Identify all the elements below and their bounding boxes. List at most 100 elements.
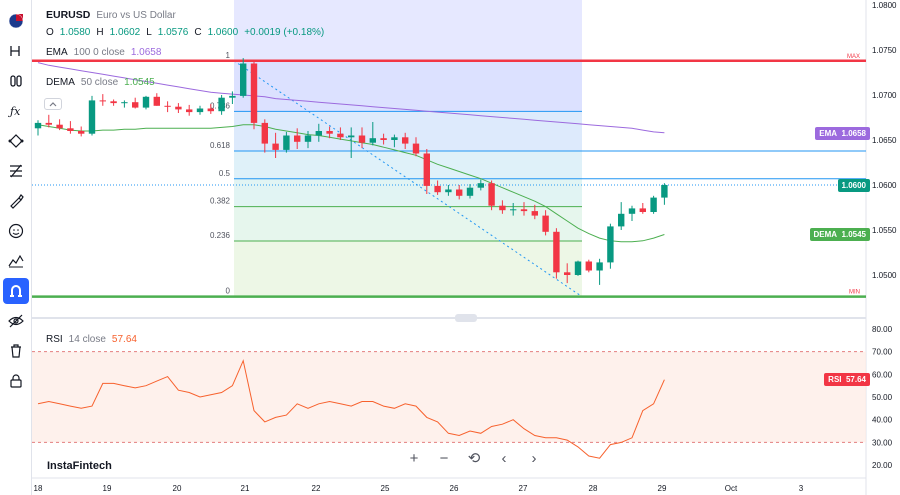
candle-body	[380, 138, 387, 140]
chart-canvas[interactable]: 10.7860.6180.50.3820.2360MAXMIN1.08001.0…	[32, 0, 900, 495]
ema-line	[37, 62, 665, 134]
candle-body	[186, 109, 193, 113]
time-axis-label: 27	[519, 484, 528, 493]
time-axis-label: 22	[312, 484, 321, 493]
dema-legend[interactable]: DEMA 50 close 1.0545	[46, 77, 155, 88]
candle-body	[618, 213, 625, 227]
candle-body	[628, 208, 636, 214]
rsi-axis-label: 20.00	[872, 461, 893, 470]
rsi-line	[37, 359, 665, 459]
ohlc-high-label: H	[96, 27, 104, 38]
min-label: MIN	[849, 290, 860, 296]
ohlc-low: 1.0576	[157, 27, 189, 38]
fib-zone	[234, 60, 582, 112]
ema-tag-value: 1.0658	[841, 129, 866, 138]
candle-body	[56, 124, 63, 129]
candle-body	[499, 205, 506, 211]
rsi-axis-label: 80.00	[872, 325, 893, 334]
emoji-icon[interactable]	[3, 218, 29, 244]
candle-body	[585, 261, 592, 271]
rsi-tag-value: 57.64	[845, 375, 866, 384]
fib-zone	[234, 150, 582, 179]
drawing-toolbar: ƒx	[0, 0, 32, 495]
candle-body	[272, 143, 279, 150]
symbol-legend: EURUSD Euro vs US Dollar	[46, 9, 176, 21]
candle-body	[142, 96, 150, 108]
trend-line-icon[interactable]	[3, 38, 29, 64]
rsi-tag-label: RSI	[828, 375, 842, 384]
ohlc-open-label: O	[46, 27, 54, 38]
fib-level-label: 1	[226, 51, 231, 60]
candle-body	[445, 189, 452, 193]
candle-body	[650, 197, 657, 212]
candle-body	[369, 138, 376, 143]
candle-body	[542, 215, 549, 232]
candle-body	[45, 122, 52, 125]
price-axis-label: 1.0700	[872, 91, 897, 100]
fib-level-label: 0.618	[210, 141, 231, 150]
candle-body	[358, 135, 366, 143]
chevron-up-icon	[49, 102, 57, 107]
collapse-legend-button[interactable]	[44, 98, 62, 110]
candle-body	[510, 209, 517, 211]
lock-icon[interactable]	[3, 368, 29, 394]
forecast-icon[interactable]	[3, 248, 29, 274]
ema-price-tag: EMA 1.0658	[815, 127, 870, 140]
candle-body	[661, 185, 668, 198]
fib-zone	[234, 111, 582, 151]
reset-chart-button[interactable]: ⟲	[467, 450, 481, 467]
rsi-axis-label: 50.00	[872, 393, 893, 402]
candle-body	[207, 108, 214, 112]
candle-body	[78, 131, 85, 134]
price-axis-bg	[866, 0, 900, 495]
candle-body	[337, 133, 344, 138]
zoom-in-button[interactable]: +	[409, 449, 419, 467]
fib-zone	[234, 240, 582, 297]
trash-icon[interactable]	[3, 338, 29, 364]
candle-body	[304, 135, 312, 142]
zoom-out-button[interactable]: −	[439, 449, 449, 467]
candle-body	[164, 105, 171, 107]
time-axis-label: 26	[450, 484, 459, 493]
brush-icon[interactable]	[3, 188, 29, 214]
fib-zone	[234, 178, 582, 207]
watermark: InstaFintech	[47, 460, 112, 472]
flag-icon[interactable]	[3, 8, 29, 34]
candle-body	[466, 187, 474, 196]
nodes-icon[interactable]	[3, 128, 29, 154]
candle-body	[261, 122, 268, 144]
fib-icon[interactable]	[3, 158, 29, 184]
ema-name: EMA	[46, 47, 68, 58]
symbol-name[interactable]: EURUSD	[46, 9, 91, 21]
patterns-icon[interactable]	[3, 68, 29, 94]
dema-tag-value: 1.0545	[841, 230, 866, 239]
candle-body	[434, 185, 441, 193]
time-axis-label: 19	[103, 484, 112, 493]
price-axis-label: 1.0500	[872, 271, 897, 280]
candle-body	[488, 183, 495, 206]
candle-body	[175, 106, 182, 110]
dema-tag-label: DEMA	[813, 230, 838, 239]
ema-legend[interactable]: EMA 100 0 close 1.0658	[46, 47, 161, 58]
dema-value: 1.0545	[124, 77, 155, 88]
fx-icon[interactable]: ƒx	[3, 98, 29, 124]
scroll-back-button[interactable]: ‹	[501, 449, 507, 467]
hide-icon[interactable]	[3, 308, 29, 334]
candle-body	[294, 135, 301, 142]
candle-body	[564, 272, 571, 275]
dema-params: 50 close	[80, 77, 119, 88]
rsi-axis-label: 60.00	[872, 370, 893, 379]
rsi-legend[interactable]: RSI 14 close 57.64	[46, 334, 137, 345]
candle-body	[218, 97, 225, 112]
candle-body	[553, 231, 560, 273]
candle-body	[99, 100, 106, 102]
fib-level-label: 0	[226, 287, 231, 296]
time-axis-label: 20	[173, 484, 182, 493]
ohlc-legend: O 1.0580 H 1.0602 L 1.0576 C 1.0600 +0.0019 …	[46, 27, 324, 38]
scroll-forward-button[interactable]: ›	[531, 449, 537, 467]
candle-body	[391, 137, 398, 140]
ohlc-change: +0.0019 (+0.18%)	[244, 27, 325, 38]
magnet-icon[interactable]	[3, 278, 29, 304]
candle-body	[639, 208, 646, 212]
dema-name: DEMA	[46, 77, 75, 88]
